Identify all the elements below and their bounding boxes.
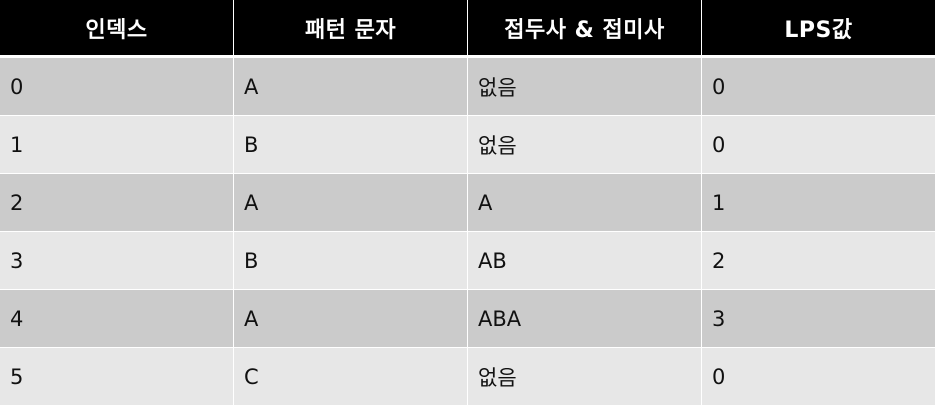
table-cell-lps-value: 0 bbox=[712, 74, 726, 99]
header-prefix-suffix: 접두사 & 접미사 bbox=[468, 0, 702, 55]
table-cell-pattern-char: C bbox=[234, 348, 468, 405]
table-row: 2 A A 1 bbox=[0, 174, 935, 232]
table-row: 1 B 없음 0 bbox=[0, 116, 935, 174]
table-row: 3 B AB 2 bbox=[0, 232, 935, 290]
table-cell-lps-value: 3 bbox=[712, 306, 726, 331]
table-cell-lps-value: 0 bbox=[712, 132, 726, 157]
table-cell-index: 2 bbox=[0, 174, 234, 231]
table-cell-pattern-char: A bbox=[234, 174, 468, 231]
table-cell-index: 0 bbox=[0, 58, 234, 115]
table-row: 5 C 없음 0 bbox=[0, 348, 935, 405]
table-cell-prefix-suffix: 없음 bbox=[468, 348, 702, 405]
table-cell-pattern-char: A bbox=[234, 58, 468, 115]
table-cell-pattern-char: B bbox=[234, 232, 468, 289]
header-index: 인덱스 bbox=[0, 0, 234, 55]
table-cell-index: 3 bbox=[0, 232, 234, 289]
table-row: 0 A 없음 0 bbox=[0, 58, 935, 116]
table-cell-index: 4 bbox=[0, 290, 234, 347]
table-cell-prefix-suffix: 없음 bbox=[468, 58, 702, 115]
table-header-row: 인덱스 패턴 문자 접두사 & 접미사 LPS값 bbox=[0, 0, 935, 58]
table-cell-prefix-suffix: 없음 bbox=[468, 116, 702, 173]
table-row: 4 A ABA 3 bbox=[0, 290, 935, 348]
table-cell-lps-value: 1 bbox=[712, 190, 726, 215]
table-cell-index: 1 bbox=[0, 116, 234, 173]
header-lps-value: LPS값 bbox=[784, 17, 853, 43]
header-pattern-char: 패턴 문자 bbox=[234, 0, 468, 55]
table-cell-pattern-char: B bbox=[234, 116, 468, 173]
table-cell-lps-value: 0 bbox=[712, 364, 726, 389]
table-cell-prefix-suffix: ABA bbox=[468, 290, 702, 347]
table-cell-prefix-suffix: AB bbox=[468, 232, 702, 289]
table-cell-lps-value: 2 bbox=[712, 248, 726, 273]
table-cell-pattern-char: A bbox=[234, 290, 468, 347]
table-cell-prefix-suffix: A bbox=[468, 174, 702, 231]
table-cell-index: 5 bbox=[0, 348, 234, 405]
